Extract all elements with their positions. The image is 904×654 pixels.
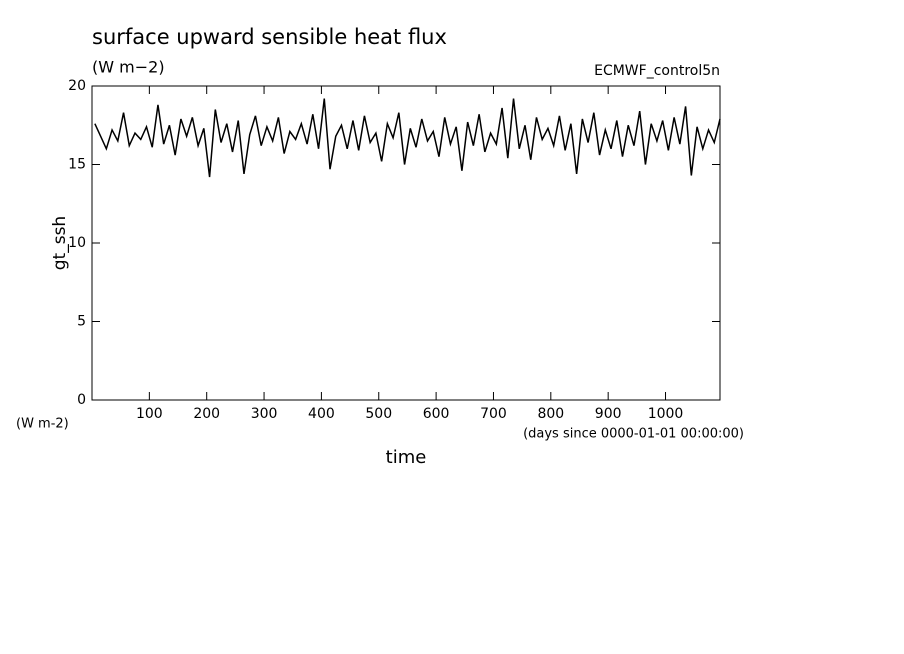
x-axis-label: time [386,447,427,468]
x-tick-label: 300 [251,406,278,422]
x-tick-label: 900 [595,406,622,422]
y-units: (W m-2) [16,417,69,432]
x-tick-label: 500 [365,406,392,422]
x-tick-label: 200 [193,406,220,422]
y-tick-label: 10 [68,235,86,251]
x-tick-label: 400 [308,406,335,422]
y-tick-label: 15 [68,157,86,173]
data-line [94,98,721,178]
y-tick-label: 20 [68,78,86,94]
dataset-label: ECMWF_control5n [594,63,720,79]
subtitle: (W m−2) [92,58,165,77]
x-tick-label: 700 [480,406,507,422]
x-tick-label: 1000 [648,406,684,422]
chart-title: surface upward sensible heat flux [92,25,447,49]
x-tick-label: 600 [423,406,450,422]
y-tick-label: 0 [77,392,86,408]
x-units: (days since 0000-01-01 00:00:00) [523,427,744,442]
x-tick-label: 800 [537,406,564,422]
y-axis-label: gt_ssh [50,216,70,270]
x-tick-label: 100 [136,406,163,422]
y-tick-label: 5 [77,314,86,330]
